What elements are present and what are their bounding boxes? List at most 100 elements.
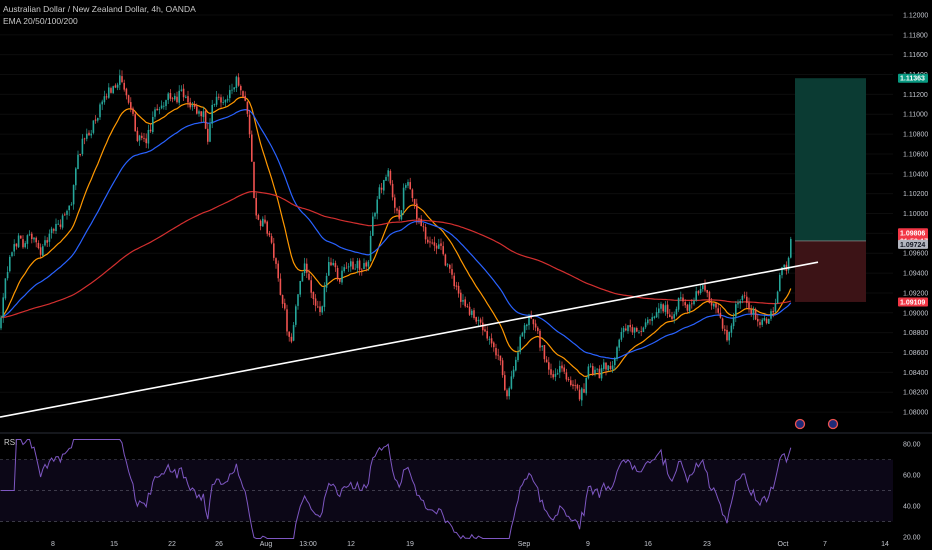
candle-body — [726, 329, 728, 341]
candle-body — [563, 367, 565, 372]
candle-body — [407, 181, 409, 186]
candle-body — [515, 359, 517, 371]
candle-body — [314, 298, 317, 306]
target-price-tag-text: 1.11363 — [900, 76, 925, 83]
candle-body — [339, 278, 341, 282]
price-tick-label: 1.11000 — [903, 112, 928, 119]
candle-body — [499, 355, 502, 361]
candle-body — [468, 306, 471, 315]
candle-body — [556, 373, 559, 375]
candle-body — [433, 242, 436, 246]
candle-body — [343, 267, 345, 272]
candle-body — [671, 316, 673, 319]
candle-body — [160, 105, 163, 109]
candle-body — [163, 105, 165, 107]
candle-body — [466, 306, 469, 307]
candle-body — [413, 198, 416, 205]
candle-body — [754, 309, 757, 320]
candle-body — [541, 345, 543, 348]
candle-body — [699, 288, 702, 293]
time-tick-label: Aug — [260, 541, 273, 548]
candle-body — [677, 297, 680, 310]
candle-body — [88, 132, 90, 136]
candle-body — [688, 304, 691, 312]
time-tick-label: Oct — [778, 541, 789, 548]
candle-body — [378, 187, 381, 199]
candle-body — [4, 278, 7, 299]
candle-body — [475, 317, 477, 322]
candle-body — [453, 275, 455, 287]
candle-body — [435, 245, 438, 249]
candle-body — [90, 133, 92, 136]
candle-body — [127, 95, 130, 103]
time-tick-label: 8 — [51, 541, 55, 548]
price-tick-label: 1.10600 — [903, 151, 928, 158]
price-tick-label: 1.09000 — [903, 310, 928, 317]
candle-body — [462, 300, 464, 302]
candles — [0, 69, 792, 407]
price-tick-label: 1.08800 — [903, 330, 928, 337]
candle-body — [306, 263, 308, 273]
candle-body — [266, 221, 268, 234]
rsi-label: RSI — [4, 438, 18, 447]
candle-body — [629, 324, 631, 328]
candle-body — [680, 297, 682, 299]
candle-body — [644, 322, 647, 328]
candle-body — [268, 233, 271, 236]
entry-price-tag-text: 1.09724 — [900, 242, 925, 249]
candle-body — [281, 295, 284, 304]
price-tick-label: 1.08200 — [903, 390, 928, 397]
candle-body — [724, 329, 726, 331]
candle-body — [710, 302, 713, 306]
price-tick-label: 1.10400 — [903, 171, 928, 178]
candle-body — [141, 135, 143, 138]
candle-body — [86, 133, 88, 139]
candle-body — [620, 331, 623, 340]
candle-body — [673, 314, 675, 319]
candle-body — [103, 96, 106, 103]
candle-body — [158, 109, 161, 111]
candle-body — [636, 328, 638, 332]
candle-body — [94, 119, 97, 121]
price-tick-label: 1.09400 — [903, 271, 928, 278]
candle-body — [770, 311, 772, 319]
candle-body — [581, 388, 583, 401]
candle-body — [119, 75, 121, 85]
candle-body — [490, 338, 493, 344]
candle-body — [189, 102, 191, 108]
candle-body — [68, 205, 70, 211]
rsi-pane — [0, 439, 893, 540]
candle-body — [675, 308, 678, 315]
candle-body — [537, 327, 539, 331]
price-tick-label: 1.12000 — [903, 12, 928, 19]
candle-body — [187, 96, 189, 103]
candle-body — [728, 331, 730, 341]
candle-body — [178, 90, 180, 103]
candle-body — [442, 246, 444, 255]
candle-body — [669, 314, 671, 318]
candle-body — [83, 138, 86, 140]
candle-body — [123, 82, 125, 90]
candle-body — [721, 318, 724, 329]
candle-body — [429, 241, 431, 243]
candle-body — [64, 214, 66, 216]
candle-body — [297, 294, 299, 306]
candle-body — [528, 316, 530, 326]
candle-body — [662, 304, 664, 312]
ema-lines — [0, 96, 792, 378]
candle-body — [354, 268, 356, 270]
candle-body — [259, 220, 262, 227]
candle-body — [449, 264, 451, 269]
candle-body — [9, 256, 11, 272]
candle-body — [53, 229, 55, 231]
candle-body — [649, 319, 651, 321]
candle-body — [235, 76, 238, 89]
candle-body — [171, 98, 174, 100]
price-tick-label: 1.09600 — [903, 251, 928, 258]
candle-body — [57, 223, 59, 225]
candle-body — [493, 342, 495, 348]
candle-body — [191, 105, 194, 107]
candle-body — [301, 272, 304, 282]
